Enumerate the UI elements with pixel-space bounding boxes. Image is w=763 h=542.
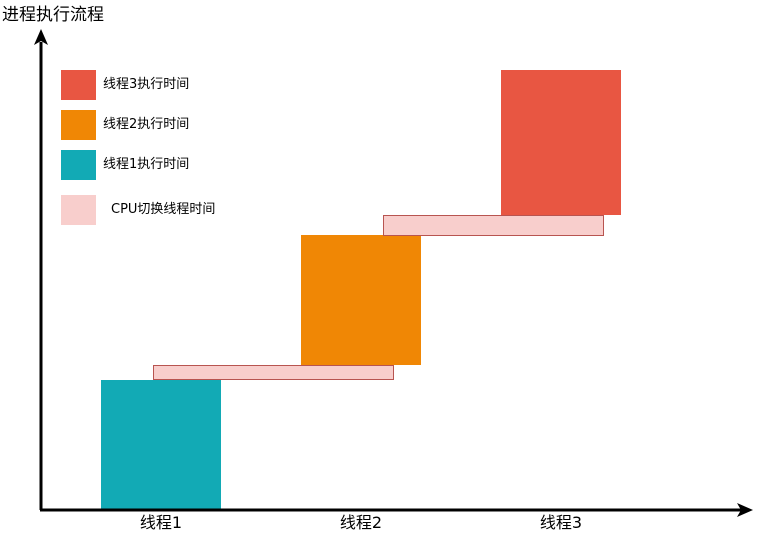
thread1-exec-block [101,380,221,510]
y-axis-arrowhead [34,29,48,45]
legend-swatch-thread1 [61,150,96,180]
legend-label-thread1: 线程1执行时间 [103,157,190,172]
legend-label-thread3: 线程3执行时间 [103,77,190,92]
cpu-switch-bar-2-to-3 [383,215,604,236]
legend-item-thread2: 线程2执行时间 [61,110,189,140]
x-label-thread2: 线程2 [339,513,383,532]
x-label-thread1: 线程1 [139,513,183,532]
legend-item-thread1: 线程1执行时间 [61,150,189,180]
thread3-exec-block [501,70,621,215]
cpu-switch-bar-1-to-2 [153,365,394,380]
legend-item-thread3: 线程3执行时间 [61,70,189,100]
y-axis-title: 进程执行流程 [2,5,104,25]
legend-label-cpu-switch: CPU切换线程时间 [111,202,216,217]
thread2-exec-block [301,235,421,365]
x-label-thread3: 线程3 [539,513,583,532]
x-axis-arrowhead [737,503,753,517]
legend-label-thread2: 线程2执行时间 [103,117,190,132]
legend-swatch-thread3 [61,70,96,100]
legend-swatch-cpu-switch [61,195,96,225]
legend-swatch-thread2 [61,110,96,140]
legend-item-cpu-switch: CPU切换线程时间 [61,195,215,225]
